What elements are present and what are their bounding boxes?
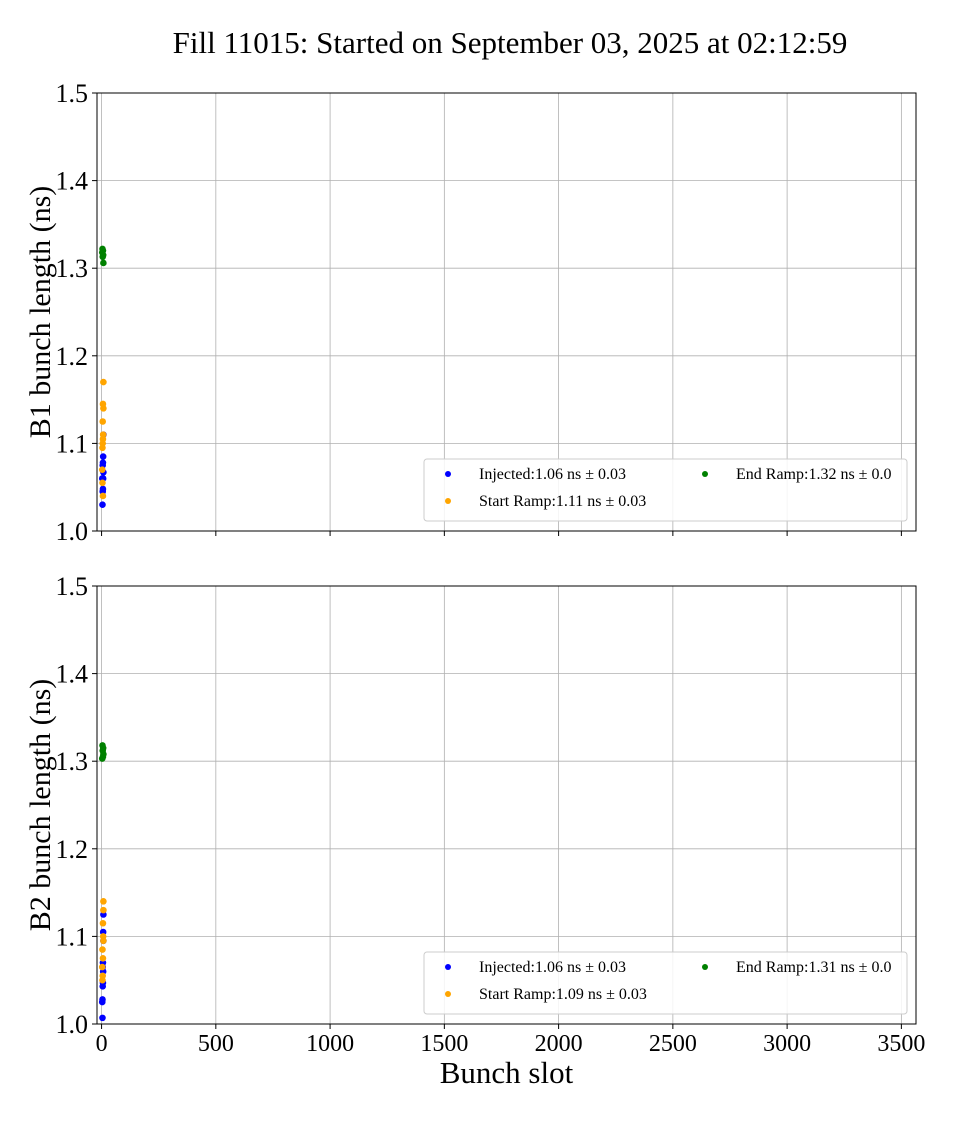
y-tick-label: 1.1 xyxy=(56,922,89,951)
legend-box xyxy=(423,458,908,522)
data-point-start-ramp xyxy=(100,906,107,914)
y-tick-label: 1.5 xyxy=(56,572,89,601)
x-tick-label: 2000 xyxy=(535,1031,583,1057)
x-tick-label: 500 xyxy=(198,1031,234,1057)
y-tick-label: 1.3 xyxy=(56,254,89,283)
legend-label: Injected:1.06 ns ± 0.03 xyxy=(479,466,626,483)
legend-marker xyxy=(445,991,451,997)
legend-marker xyxy=(445,964,451,970)
data-point-start-ramp xyxy=(99,479,106,487)
data-point-end-ramp xyxy=(99,253,107,261)
panel-1: 1.0 1.1 1.2 1.3 1.4 1.5 B1 bunch length (ns) In… xyxy=(24,79,917,546)
legend: Injected:1.06 ns ± 0.03 Start Ramp:1.11 n… xyxy=(423,458,908,522)
data-point-start-ramp xyxy=(100,378,107,386)
legend-label: End Ramp:1.31 ns ± 0.0 xyxy=(736,959,891,976)
data-point-injected xyxy=(99,501,106,509)
y-tick-label: 1.3 xyxy=(56,747,89,776)
x-axis-label: Bunch slot xyxy=(440,1055,574,1090)
y-tick-label: 1.2 xyxy=(56,342,89,371)
data-point-injected xyxy=(99,1014,106,1022)
legend-label: End Ramp:1.32 ns ± 0.0 xyxy=(736,466,891,483)
panel-2: 0 500 1000 1500 2000 2500 3000 3500 1.0 1.1 1.2 1.3… xyxy=(24,572,925,1090)
data-point-injected xyxy=(99,453,107,460)
data-point-start-ramp xyxy=(98,466,106,473)
data-point-injected xyxy=(99,485,107,493)
axes-frame xyxy=(96,92,917,532)
data-point-start-ramp xyxy=(99,492,107,500)
legend: Injected:1.06 ns ± 0.03 Start Ramp:1.09 n… xyxy=(423,951,908,1015)
y-axis-label: B1 bunch length (ns) xyxy=(24,186,57,438)
y-tick-label: 1.4 xyxy=(56,660,89,689)
data-point-injected xyxy=(99,996,106,1003)
legend-marker xyxy=(445,498,451,504)
data-point-start-ramp xyxy=(100,898,107,905)
data-point-end-ramp xyxy=(98,755,106,762)
data-point-start-ramp xyxy=(100,405,107,412)
data-point-start-ramp xyxy=(99,444,106,452)
x-tick-label: 1500 xyxy=(420,1031,468,1057)
data-point-start-ramp xyxy=(99,919,107,927)
data-point-start-ramp xyxy=(99,418,107,425)
y-tick-label: 1.5 xyxy=(56,79,89,108)
x-tick-label: 3500 xyxy=(877,1031,925,1057)
legend-label: Start Ramp:1.09 ns ± 0.03 xyxy=(479,986,647,1003)
x-tick-label: 3000 xyxy=(763,1031,811,1057)
legend-marker xyxy=(702,471,708,477)
legend-label: Start Ramp:1.11 ns ± 0.03 xyxy=(479,493,646,510)
data-point-start-ramp xyxy=(99,946,106,953)
x-tick-label: 0 xyxy=(96,1031,108,1057)
y-tick-label: 1.4 xyxy=(56,167,89,196)
data-point-start-ramp xyxy=(99,976,106,984)
x-tick-label: 1000 xyxy=(306,1031,354,1057)
y-tick-label: 1.2 xyxy=(56,835,89,864)
legend-marker xyxy=(702,964,708,970)
data-point-end-ramp xyxy=(100,259,107,267)
legend-label: Injected:1.06 ns ± 0.03 xyxy=(479,959,626,976)
axes-frame xyxy=(96,585,917,1025)
x-tick-label: 2500 xyxy=(649,1031,697,1057)
y-axis-label: B2 bunch length (ns) xyxy=(24,679,57,931)
chart-title: Fill 11015: Started on September 03, 202… xyxy=(173,25,848,60)
data-point-start-ramp xyxy=(99,955,107,962)
data-point-start-ramp xyxy=(100,937,107,945)
y-tick-label: 1.0 xyxy=(56,517,89,546)
data-point-start-ramp xyxy=(98,963,106,971)
data-point-injected xyxy=(99,459,107,466)
legend-box xyxy=(423,951,908,1015)
y-tick-label: 1.1 xyxy=(56,429,89,458)
legend-marker xyxy=(445,471,451,477)
y-tick-label: 1.0 xyxy=(56,1010,89,1039)
